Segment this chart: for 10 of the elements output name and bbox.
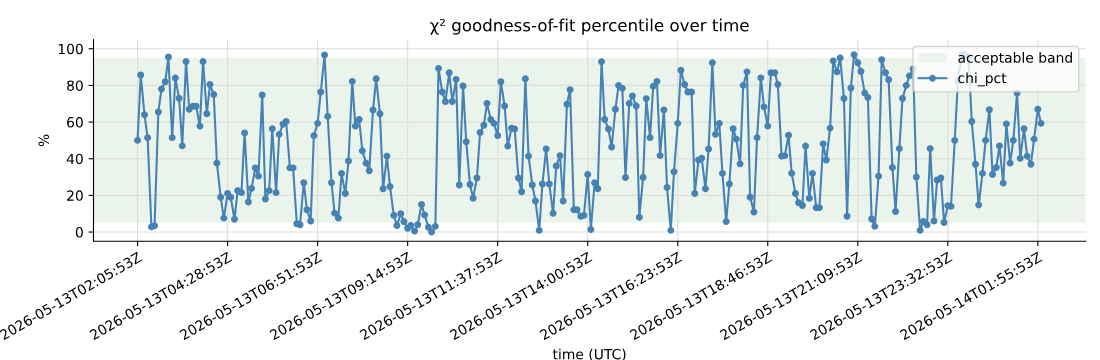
y-tick-label: 60	[67, 117, 83, 128]
band-label: acceptable band	[958, 52, 1072, 66]
y-tick-label: 20	[67, 190, 83, 201]
y-axis-title: %	[38, 134, 50, 147]
chart-title: χ² goodness-of-fit percentile over time	[430, 18, 749, 35]
y-tick-label: 40	[66, 153, 83, 165]
y-tick-label: 0	[75, 227, 83, 238]
legend-label: chi_pct	[958, 72, 1007, 87]
y-tick-label: 100	[58, 43, 83, 55]
y-tick-label: 80	[67, 80, 83, 91]
